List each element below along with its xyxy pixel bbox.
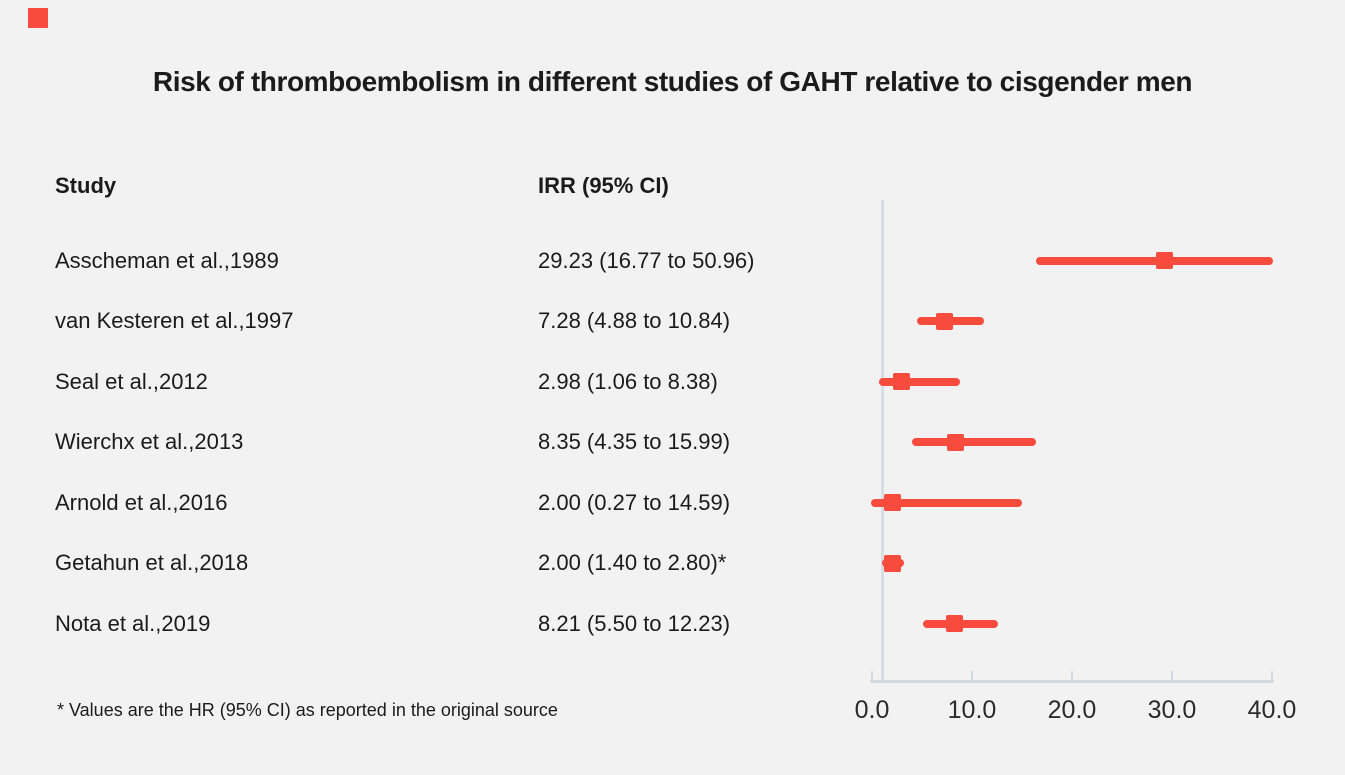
- forest-ci-line: [911, 438, 1036, 446]
- forest-point-marker: [883, 554, 901, 572]
- x-axis-tick-label: 30.0: [1147, 696, 1197, 724]
- brand-logo-square: [28, 8, 48, 28]
- x-axis-tick: [971, 671, 973, 680]
- footnote: * Values are the HR (95% CI) as reported…: [57, 700, 558, 720]
- forest-point-marker: [936, 312, 954, 330]
- forest-point-marker: [947, 433, 964, 451]
- irr-column-header: IRR (95% CI): [538, 173, 669, 198]
- study-label: Seal et al.,2012: [55, 368, 208, 394]
- forest-ci-line: [1035, 256, 1273, 265]
- null-reference-line: [880, 200, 884, 681]
- x-axis-tick-label: 0.0: [854, 696, 890, 724]
- irr-value: 8.35 (4.35 to 15.99): [538, 429, 731, 454]
- x-axis-line: [870, 680, 1274, 683]
- study-label: Getahun et al.,2018: [55, 550, 249, 575]
- x-axis-tick: [871, 671, 873, 680]
- forest-point-marker: [883, 494, 901, 511]
- forest-point-marker: [893, 373, 911, 390]
- study-label: Arnold et al.,2016: [55, 489, 228, 515]
- study-label: Wierchx et al.,2013: [55, 429, 244, 454]
- irr-value: 2.98 (1.06 to 8.38): [538, 368, 718, 394]
- study-label: van Kesteren et al.,1997: [55, 308, 294, 333]
- x-axis-tick-label: 10.0: [947, 696, 997, 724]
- irr-value: 2.00 (0.27 to 14.59): [538, 489, 731, 515]
- irr-value: 7.28 (4.88 to 10.84): [538, 308, 731, 333]
- irr-value: 29.23 (16.77 to 50.96): [538, 247, 755, 273]
- x-axis-tick-label: 20.0: [1047, 696, 1097, 724]
- forest-ci-line: [870, 498, 1022, 507]
- chart-title: Risk of thromboembolism in different stu…: [152, 66, 1193, 97]
- forest-point-marker: [1155, 252, 1173, 269]
- study-column-header: Study: [55, 173, 117, 198]
- x-axis-tick-label: 40.0: [1247, 696, 1297, 724]
- forest-point-marker: [945, 615, 963, 632]
- irr-value: 2.00 (1.40 to 2.80)*: [538, 550, 727, 575]
- x-axis-tick: [1071, 671, 1073, 680]
- x-axis-tick: [1171, 671, 1173, 680]
- irr-value: 8.21 (5.50 to 12.23): [538, 610, 731, 636]
- study-label: Nota et al.,2019: [55, 610, 211, 636]
- study-label: Asscheman et al.,1989: [55, 247, 279, 273]
- x-axis-tick: [1271, 671, 1273, 680]
- forest-ci-line: [878, 377, 960, 386]
